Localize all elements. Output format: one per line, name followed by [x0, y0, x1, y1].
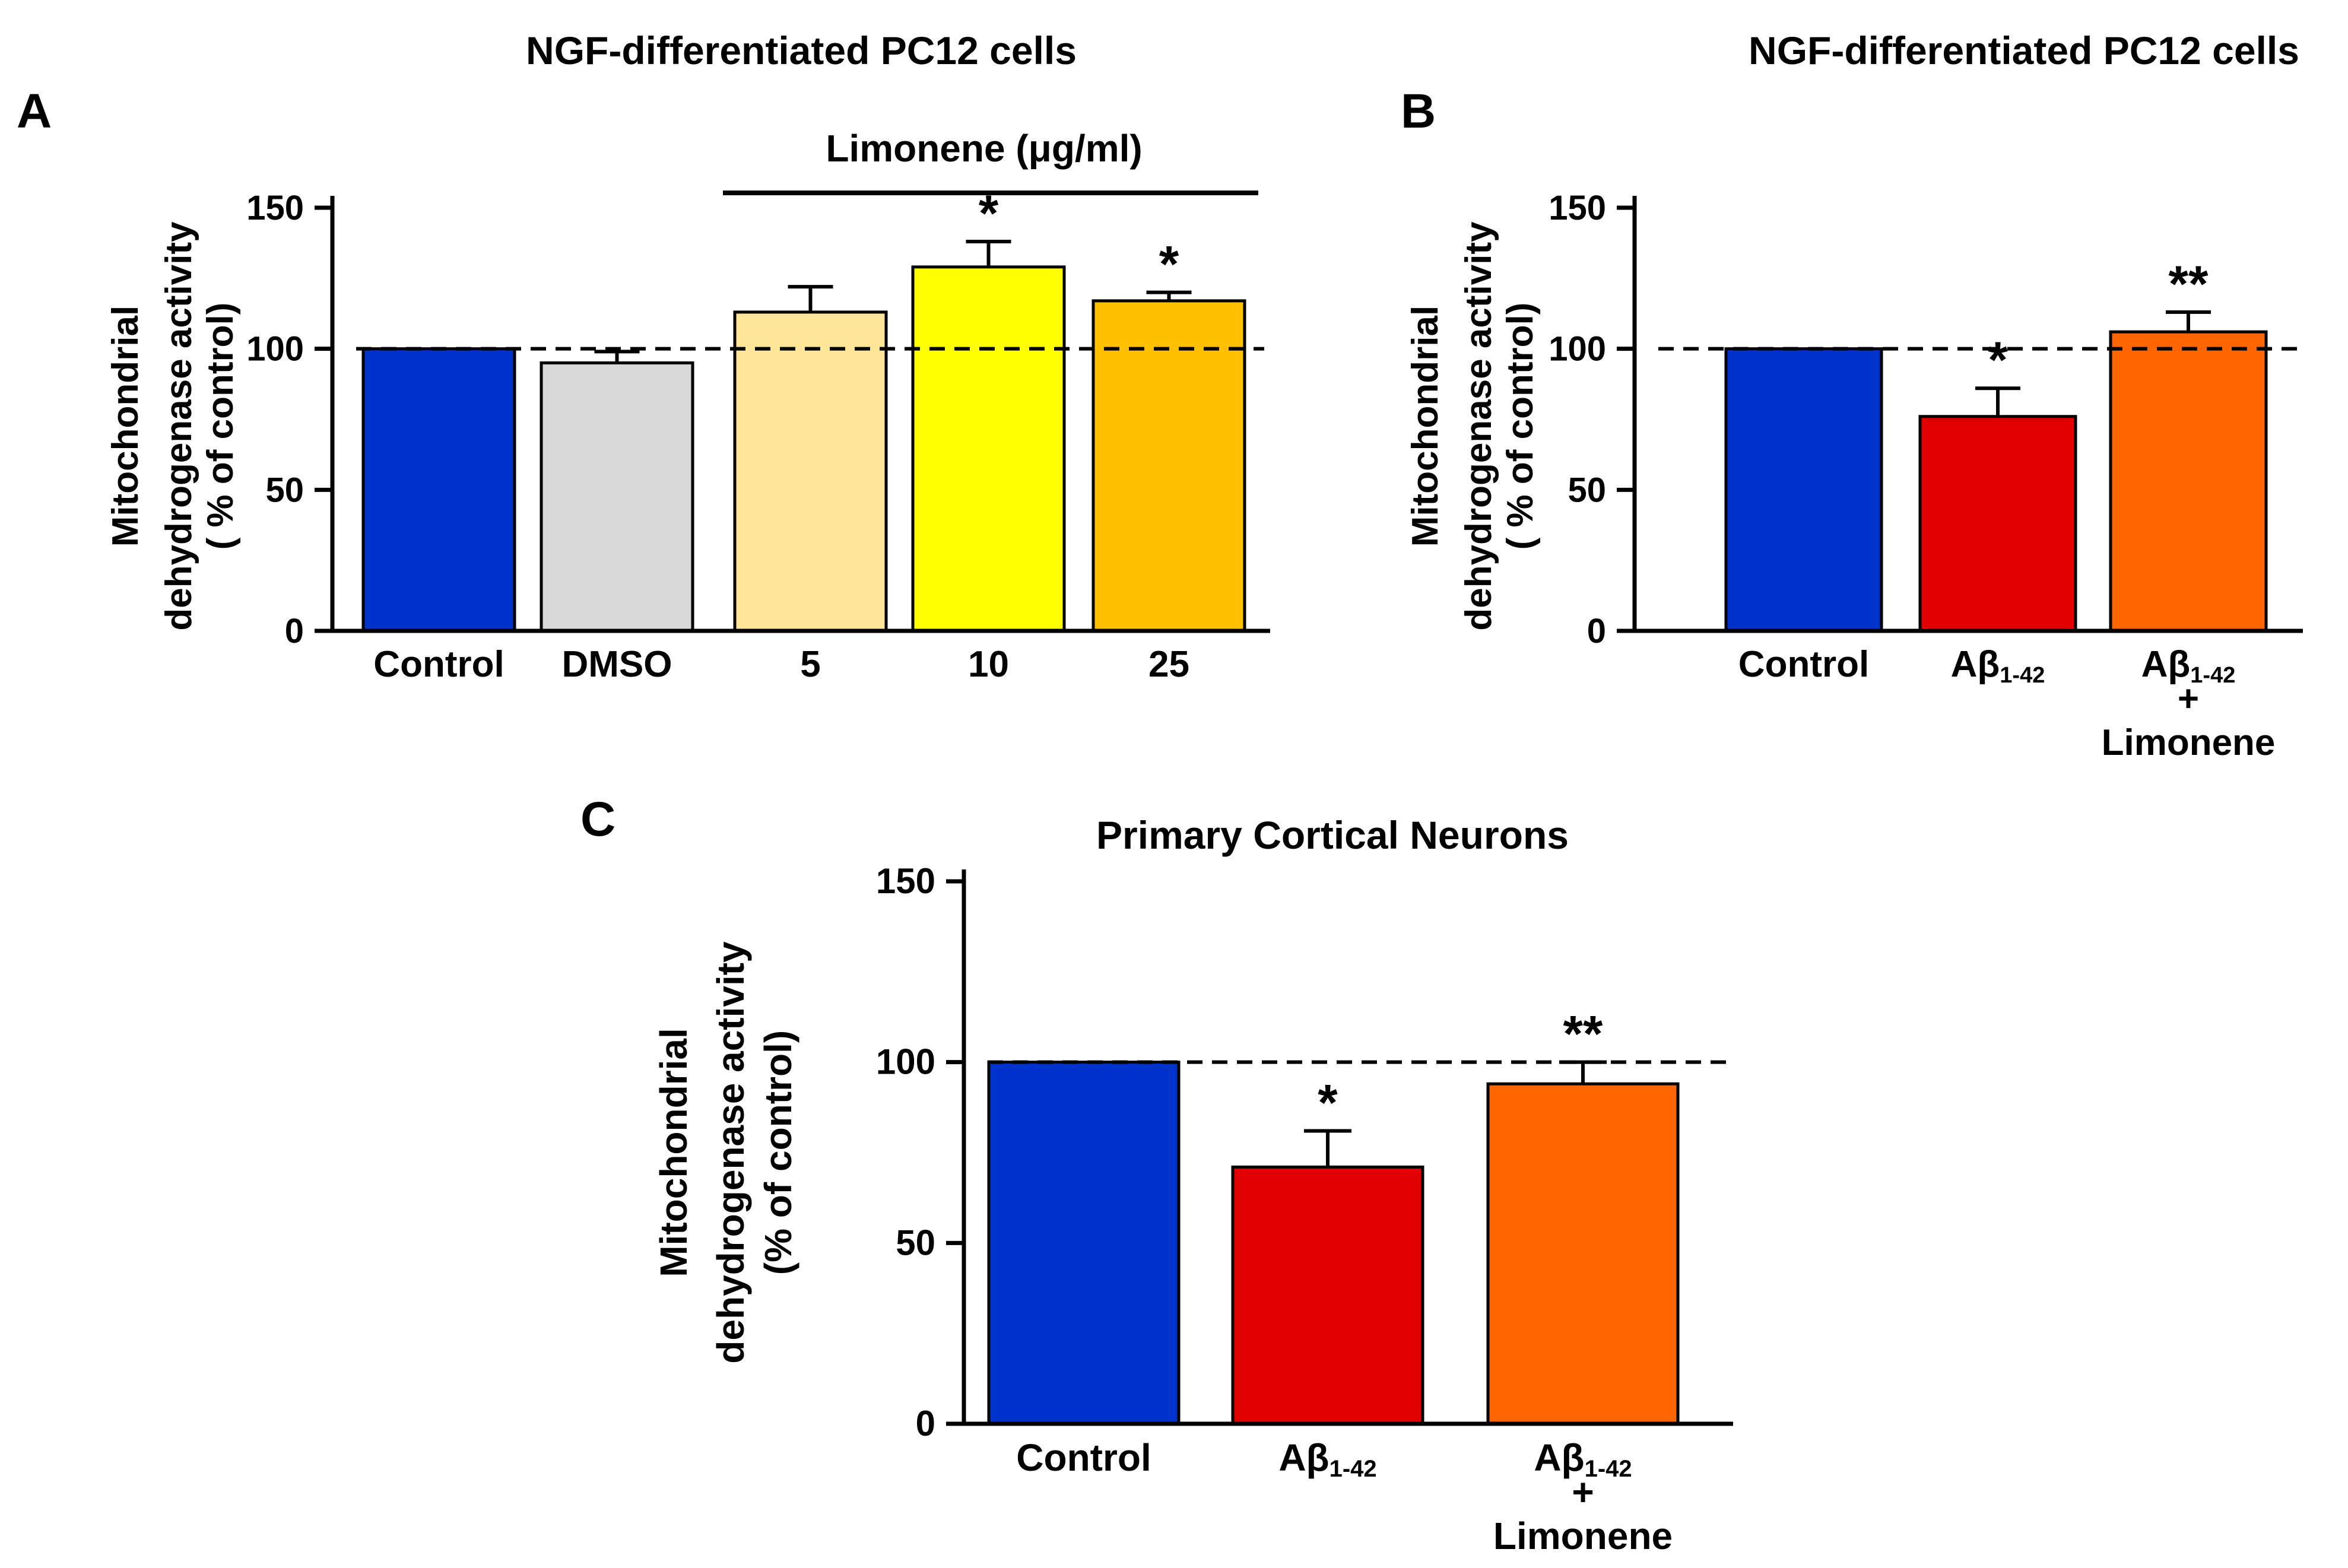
y-tick-label: 50	[1568, 471, 1606, 509]
y-tick-label: 50	[896, 1223, 935, 1262]
y-axis-label: Mitochondrial	[105, 306, 146, 547]
y-tick-label: 50	[265, 471, 304, 509]
category-label-main: Control	[1016, 1436, 1151, 1479]
category-label-extra: +	[2178, 678, 2199, 719]
chart-title: NGF-differentiated PC12 cells	[526, 28, 1077, 72]
bar	[540, 361, 694, 633]
panel-c: C Primary Cortical Neurons Mitochondrial de…	[580, 792, 1733, 1557]
y-axis-label: dehydrogenase activity	[158, 221, 199, 631]
category-label: 25	[1148, 644, 1189, 685]
category-label-main: Aβ	[1534, 1436, 1584, 1479]
y-axis-label: Mitochondrial	[1405, 306, 1446, 547]
bar	[2109, 330, 2268, 633]
chart-title: Primary Cortical Neurons	[1096, 813, 1569, 857]
bar	[733, 310, 888, 633]
category-label: Control	[1016, 1436, 1151, 1479]
y-axis-label: dehydrogenase activity	[1458, 221, 1499, 631]
y-axis-label: ( % of control)	[1500, 303, 1541, 550]
panel-letter: B	[1401, 84, 1436, 138]
bar	[987, 1061, 1181, 1426]
group-label: Limonene (μg/ml)	[826, 127, 1142, 170]
category-label: DMSO	[562, 644, 672, 685]
category-label: Aβ1-42	[1534, 1436, 1632, 1482]
bar	[1486, 1082, 1680, 1426]
y-tick-label: 0	[1587, 612, 1606, 650]
category-label: Control	[373, 644, 504, 685]
category-label-extra: Limonene	[2102, 722, 2276, 763]
panel-b: B NGF-differentiated PC12 cells Mitochondr…	[1401, 28, 2303, 763]
y-tick-label: 0	[916, 1404, 935, 1443]
category-label-main: Aβ	[2141, 644, 2191, 685]
y-tick-label: 100	[876, 1042, 935, 1082]
category-label: Aβ1-42	[1951, 644, 2045, 688]
category-label-subscript: 1-42	[1330, 1456, 1377, 1482]
category-label: 10	[968, 644, 1009, 685]
category-label: 5	[800, 644, 820, 685]
y-axis-label: dehydrogenase activity	[709, 941, 752, 1364]
bar	[1918, 415, 2077, 633]
significance-marker: *	[1159, 236, 1179, 293]
significance-marker: **	[1563, 1006, 1603, 1063]
bar	[1231, 1165, 1424, 1426]
category-label-subscript: 1-42	[2000, 663, 2045, 688]
panel-a: A NGF-differentiated PC12 cells Mitochondr…	[17, 28, 1270, 685]
bar	[911, 265, 1066, 633]
y-tick-label: 100	[1549, 330, 1606, 369]
category-label: Aβ1-42	[2141, 644, 2236, 688]
y-tick-label: 0	[285, 612, 304, 650]
category-label-main: Control	[1738, 644, 1869, 685]
category-label-extra: +	[1572, 1471, 1594, 1513]
category-label: Control	[1738, 644, 1869, 685]
bar	[361, 347, 516, 633]
y-axis-label: (% of control)	[757, 1030, 799, 1275]
y-tick-label: 100	[246, 330, 304, 369]
significance-marker: *	[1988, 332, 2008, 389]
bar	[1091, 299, 1246, 633]
y-tick-label: 150	[246, 189, 304, 227]
category-label-main: Aβ	[1951, 644, 2000, 685]
y-tick-label: 150	[876, 861, 935, 901]
y-tick-label: 150	[1549, 189, 1606, 227]
y-axis-label: ( % of control)	[200, 303, 241, 550]
significance-marker: **	[2169, 256, 2209, 313]
category-label-extra: Limonene	[1493, 1515, 1673, 1557]
chart-title: NGF-differentiated PC12 cells	[1749, 28, 2299, 72]
category-label-subscript: 1-42	[2190, 663, 2235, 688]
category-label: Aβ1-42	[1278, 1436, 1376, 1482]
bar	[1724, 347, 1883, 633]
panel-letter: A	[17, 84, 52, 138]
significance-marker: *	[1318, 1074, 1338, 1131]
y-axis-label: Mitochondrial	[652, 1028, 695, 1277]
panel-letter: C	[580, 792, 615, 846]
category-label-subscript: 1-42	[1585, 1456, 1632, 1482]
category-label-main: Aβ	[1278, 1436, 1329, 1479]
